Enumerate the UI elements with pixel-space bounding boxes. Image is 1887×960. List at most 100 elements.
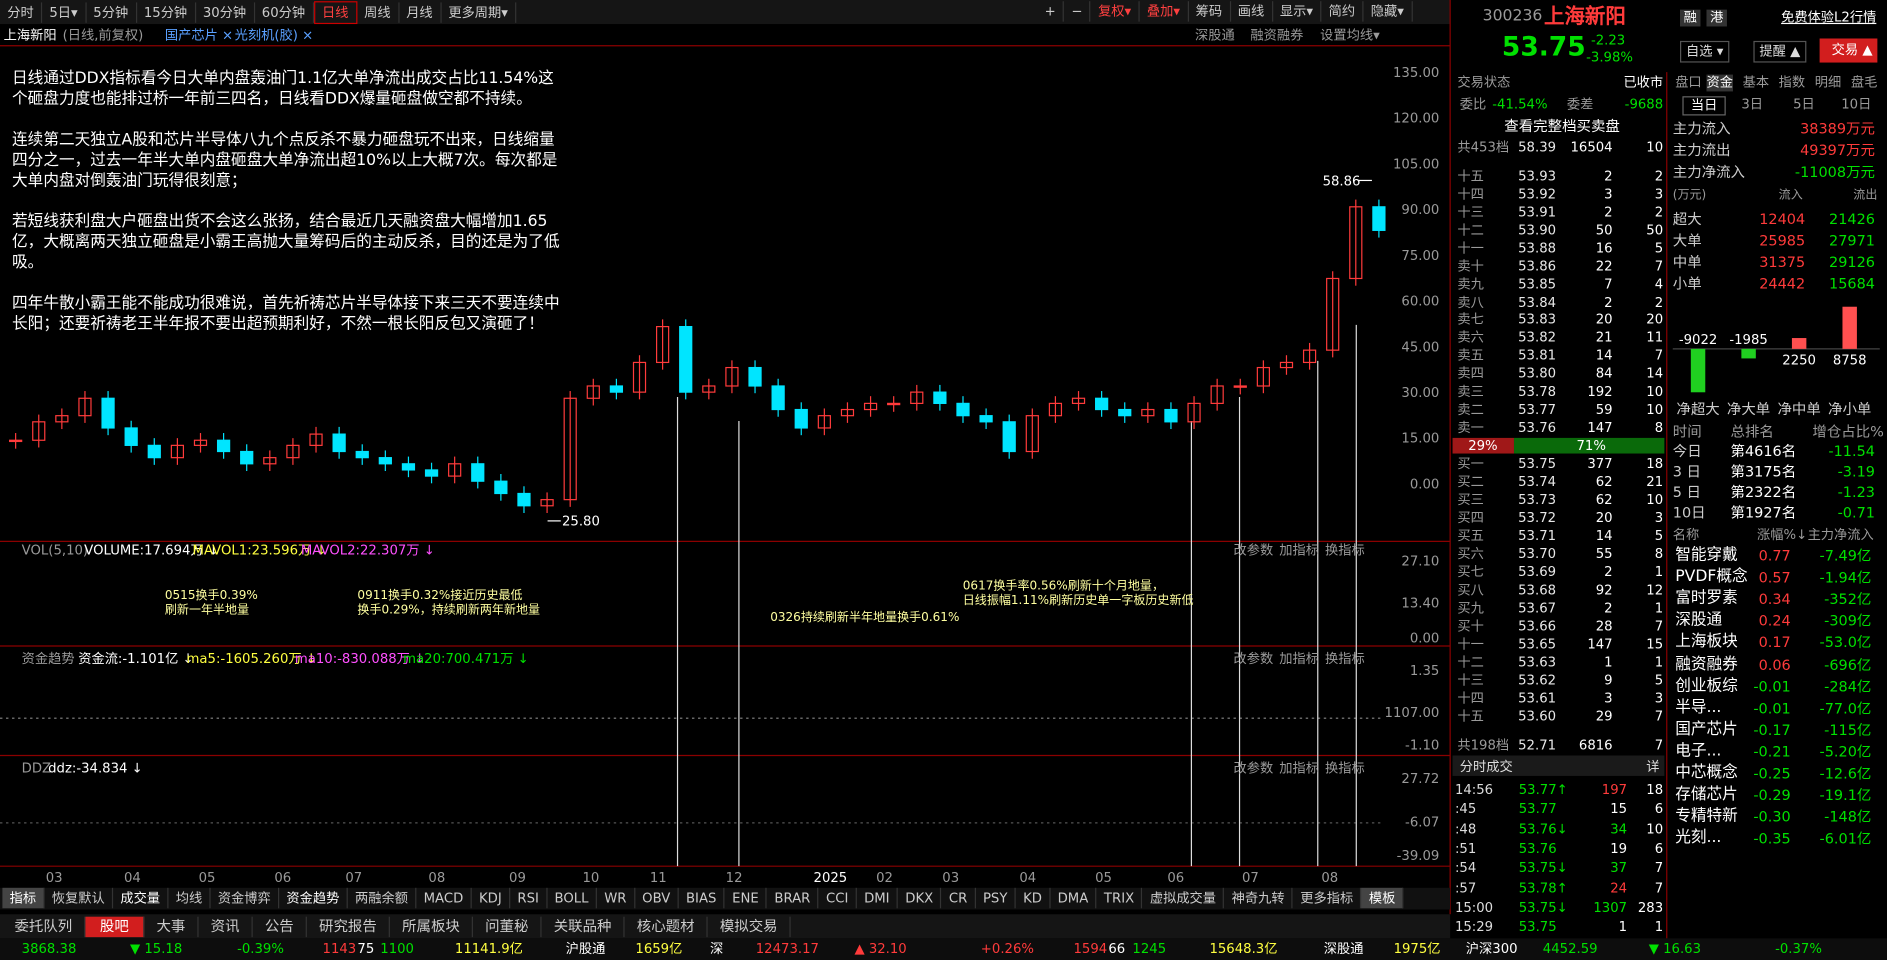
bottom-tab[interactable]: 资讯 <box>199 916 253 938</box>
indicator-tab[interactable]: ENE <box>725 887 768 909</box>
tool-button[interactable]: 筹码 <box>1188 1 1231 22</box>
indicator-tab[interactable]: BOLL <box>547 887 598 909</box>
bottom-tab[interactable]: 委托队列 <box>2 916 86 938</box>
panel-button[interactable]: 换指标 <box>1324 760 1365 776</box>
indicator-tab[interactable]: 模板 <box>1361 887 1404 909</box>
bottom-tab[interactable]: 问董秘 <box>473 916 542 938</box>
period-button[interactable]: 5日▾ <box>42 2 87 23</box>
period-button[interactable]: 5分钟 <box>86 2 137 23</box>
l2-link[interactable]: 免费体验L2行情 <box>1781 9 1877 26</box>
period-button[interactable]: 15分钟 <box>137 2 196 23</box>
side-tab[interactable]: 明细 <box>1814 74 1842 91</box>
quote-button[interactable]: 自选 ▾ <box>1680 40 1730 63</box>
panel-button[interactable]: 加指标 <box>1279 542 1319 559</box>
quote-button[interactable]: 提醒 ▲ <box>1753 40 1807 63</box>
sector-name[interactable]: 国产芯片 <box>1675 720 1738 739</box>
header-link[interactable]: 设置均线▾ <box>1320 27 1380 44</box>
bottom-tab[interactable]: 公告 <box>253 916 307 938</box>
tool-button[interactable]: + <box>1037 1 1065 22</box>
panel-button[interactable]: 改参数 <box>1233 650 1274 667</box>
period-tab[interactable]: 3日 <box>1741 96 1764 112</box>
indicator-tab[interactable]: DMA <box>1050 887 1097 909</box>
tool-button[interactable]: 隐藏▾ <box>1364 1 1413 22</box>
sector-name[interactable]: 上海板块 <box>1675 633 1738 652</box>
period-button[interactable]: 30分钟 <box>196 2 255 23</box>
period-tab[interactable]: 10日 <box>1841 96 1872 112</box>
side-tab[interactable]: 盘毛 <box>1850 74 1878 91</box>
indicator-tab[interactable]: KDJ <box>472 887 511 909</box>
tool-button[interactable]: 画线 <box>1231 1 1273 22</box>
indicator-tab[interactable]: TRIX <box>1097 887 1143 909</box>
panel-button[interactable]: 改参数 <box>1233 760 1274 776</box>
side-tab[interactable]: 盘口 <box>1675 74 1702 91</box>
bottom-tab[interactable]: 关联品种 <box>542 916 625 938</box>
indicator-tab[interactable]: DMI <box>857 887 899 909</box>
side-tab[interactable]: 资金 <box>1706 74 1733 92</box>
period-tab[interactable]: 当日 <box>1682 96 1726 116</box>
tool-button[interactable]: 显示▾ <box>1273 1 1322 22</box>
indicator-tab[interactable]: 神奇九转 <box>1224 887 1294 909</box>
sector-name[interactable]: 深股通 <box>1675 611 1723 630</box>
indicator-tab[interactable]: CCI <box>819 887 857 909</box>
indicator-tab[interactable]: MACD <box>416 887 472 909</box>
sector-name[interactable]: PVDF概念 <box>1675 567 1748 586</box>
period-button[interactable]: 60分钟 <box>255 2 314 23</box>
sector-name[interactable]: 富时罗素 <box>1675 589 1738 608</box>
panel-button[interactable]: 改参数 <box>1233 542 1274 559</box>
indicator-tab[interactable]: 资金趋势 <box>279 887 348 909</box>
indicator-tab[interactable]: OBV <box>635 887 679 909</box>
sector-name[interactable]: 存储芯片 <box>1675 785 1738 804</box>
indicator-tab[interactable]: DKX <box>898 887 942 909</box>
indicator-tab[interactable]: 资金博弈 <box>211 887 280 909</box>
sector-name[interactable]: 电子... <box>1675 742 1722 761</box>
sector-name[interactable]: 创业板综 <box>1675 676 1738 695</box>
indicator-tab[interactable]: 指标 <box>2 887 45 909</box>
tool-button[interactable]: − <box>1064 1 1091 22</box>
tool-button[interactable]: 复权▾ <box>1091 1 1140 22</box>
full-book-link[interactable]: 查看完整档买卖盘 <box>1504 117 1620 135</box>
period-button[interactable]: 日线 <box>313 1 357 25</box>
indicator-tab[interactable]: 更多指标 <box>1293 887 1362 909</box>
period-tab[interactable]: 5日 <box>1793 96 1815 112</box>
period-button[interactable]: 分时 <box>0 2 43 23</box>
sector-name[interactable]: 专精特新 <box>1675 807 1738 826</box>
indicator-tab[interactable]: 恢复默认 <box>45 887 114 909</box>
bottom-tab[interactable]: 研究报告 <box>307 916 391 938</box>
indicator-tab[interactable]: 虚拟成交量 <box>1143 887 1225 909</box>
header-link[interactable]: 融资融券 <box>1250 27 1304 44</box>
indicator-tab[interactable]: BRAR <box>767 887 819 909</box>
trades-detail[interactable]: 详 <box>1646 759 1660 775</box>
indicator-tab[interactable]: WR <box>597 887 635 909</box>
period-button[interactable]: 月线 <box>399 2 442 23</box>
sector-name[interactable]: 光刻... <box>1675 829 1722 848</box>
header-link[interactable]: 深股通 <box>1195 27 1235 44</box>
panel-button[interactable]: 加指标 <box>1279 650 1319 667</box>
panel-button[interactable]: 换指标 <box>1324 542 1365 559</box>
indicator-tab[interactable]: 成交量 <box>113 887 169 909</box>
panel-button[interactable]: 加指标 <box>1279 760 1319 776</box>
indicator-tab[interactable]: RSI <box>510 887 548 909</box>
indicator-tab[interactable]: 均线 <box>168 887 211 909</box>
bottom-tab[interactable]: 模拟交易 <box>708 916 791 938</box>
bottom-tab[interactable]: 股吧 <box>85 916 145 938</box>
sector-name[interactable]: 半导... <box>1675 698 1722 717</box>
sector-name[interactable]: 融资融券 <box>1675 655 1738 674</box>
sector-name[interactable]: 智能穿戴 <box>1675 546 1738 565</box>
indicator-tab[interactable]: 两融余额 <box>348 887 417 909</box>
indicator-tab[interactable]: BIAS <box>679 887 725 909</box>
bottom-tab[interactable]: 所属板块 <box>390 916 474 938</box>
indicator-tab[interactable]: CR <box>942 887 976 909</box>
tool-button[interactable]: 简约 <box>1321 1 1364 22</box>
concept-tag[interactable]: 国产芯片 × <box>164 27 234 44</box>
side-tab[interactable]: 基本 <box>1742 74 1770 91</box>
sector-name[interactable]: 中芯概念 <box>1675 763 1738 782</box>
quote-button[interactable]: 交易 ▲ <box>1831 42 1873 58</box>
period-button[interactable]: 周线 <box>357 2 399 23</box>
bottom-tab[interactable]: 大事 <box>144 916 199 938</box>
bottom-tab[interactable]: 核心题材 <box>625 916 708 938</box>
period-button[interactable]: 更多周期▾ <box>441 2 517 23</box>
indicator-tab[interactable]: KD <box>1016 887 1051 909</box>
concept-tag[interactable]: 光刻机(胶) × <box>234 27 314 44</box>
tool-button[interactable]: 叠加▾ <box>1140 1 1189 22</box>
panel-button[interactable]: 换指标 <box>1324 650 1365 667</box>
